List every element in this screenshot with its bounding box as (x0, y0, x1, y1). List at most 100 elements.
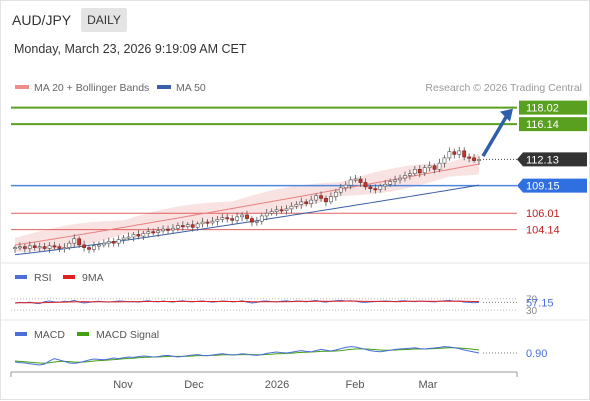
candle-body (47, 245, 52, 249)
candle-body (121, 237, 126, 240)
legend-swatch-ma20 (15, 85, 29, 89)
candle-body (329, 196, 333, 203)
symbol-title: AUD/JPY (12, 12, 72, 28)
timeframe-button[interactable]: DAILY (81, 8, 127, 32)
candle-body (185, 224, 190, 227)
candle-body (101, 242, 106, 246)
x-tick-label: Mar (419, 379, 438, 391)
candle-body (398, 177, 402, 181)
candle-body (205, 221, 210, 224)
legend-swatch-rsi-ma (63, 275, 75, 279)
candle-body (442, 157, 447, 164)
candle-body (427, 165, 432, 168)
candle-body (304, 201, 309, 204)
candle-body (314, 195, 319, 201)
candle-body (97, 244, 101, 247)
candle-body (240, 214, 244, 218)
legend-swatch-rsi (15, 275, 27, 279)
candle-body (348, 179, 353, 186)
candle-body (116, 239, 121, 244)
rsi-ma-line (14, 300, 480, 304)
candle-body (333, 191, 338, 197)
candle-body (175, 225, 180, 229)
x-tick-label: Nov (113, 379, 133, 391)
candle-body (309, 199, 314, 204)
candle-body (87, 247, 91, 250)
candle-body (200, 221, 205, 225)
candle-body (407, 173, 412, 176)
candle-body (141, 233, 146, 237)
candle-body (284, 208, 289, 211)
candle-body (358, 178, 363, 183)
candle-body (37, 246, 42, 249)
candle-body (259, 215, 264, 222)
candle-body (151, 231, 156, 234)
candle-body (388, 181, 393, 185)
candle-body (230, 218, 235, 221)
candle-body (18, 246, 22, 249)
candle-body (13, 247, 17, 250)
candle-body (378, 185, 383, 190)
candle-body (373, 188, 378, 191)
candle-body (368, 186, 373, 189)
candle-body (195, 223, 200, 228)
price-label-pivot: 109.15 (526, 181, 560, 193)
candle-body (250, 218, 254, 223)
candle-body (166, 228, 170, 231)
candle-body (245, 214, 249, 219)
candle-body (279, 209, 284, 212)
candle-body (447, 151, 452, 159)
legend-swatch-macd (15, 332, 27, 336)
legend-label-ma20: MA 20 + Bollinger Bands (34, 82, 149, 94)
candle-body (190, 224, 195, 228)
candle-body (299, 201, 304, 205)
candle-body (412, 169, 417, 175)
legend-label-macd-signal: MACD Signal (96, 329, 159, 341)
ma50-line (14, 184, 480, 256)
price-label-resistance: 118.02 (526, 103, 559, 115)
candle-body (220, 217, 225, 220)
candle-body (235, 216, 240, 221)
candle-body (467, 156, 472, 159)
candle-body (437, 162, 442, 170)
price-label-last: 112.13 (526, 154, 559, 166)
candle-body (324, 198, 328, 203)
x-tick-label: Feb (346, 379, 365, 391)
candle-body (363, 182, 368, 188)
candle-body (289, 205, 294, 210)
candle-body (27, 245, 32, 249)
legend-swatch-ma50 (157, 85, 171, 89)
trend-arrow-shaft (481, 112, 510, 158)
candle-body (274, 209, 279, 212)
candle-body (432, 165, 437, 170)
legend-swatch-macd-signal (77, 332, 89, 336)
candle-body (254, 220, 259, 223)
price-label-resistance: 116.14 (526, 119, 559, 131)
candle-body (353, 178, 358, 181)
candle-body (210, 220, 215, 224)
candle-body (269, 211, 274, 214)
candle-body (422, 167, 427, 174)
legend-label-macd: MACD (34, 329, 65, 341)
rsi-level-label: 30 (526, 306, 538, 317)
candle-body (77, 238, 82, 246)
candle-body (111, 241, 116, 244)
price-label-support: 106.01 (526, 208, 560, 220)
candle-body (57, 246, 62, 249)
candle-body (67, 242, 72, 248)
datetime-label: Monday, March 23, 2026 9:19:09 AM CET (14, 42, 247, 56)
x-tick-label: Dec (184, 379, 204, 391)
candle-body (161, 228, 165, 232)
price-tag-resistance (519, 117, 587, 132)
legend-label-rsi: RSI (34, 272, 52, 284)
candle-body (452, 151, 457, 155)
candle-body (22, 246, 27, 249)
macd-line (14, 346, 480, 366)
candle-body (319, 195, 323, 199)
price-tag-last (517, 152, 587, 167)
candle-body (343, 184, 348, 189)
candle-body (457, 150, 462, 155)
candle-body (126, 236, 131, 239)
price-tag-resistance (519, 100, 587, 115)
candle-body (294, 204, 299, 207)
